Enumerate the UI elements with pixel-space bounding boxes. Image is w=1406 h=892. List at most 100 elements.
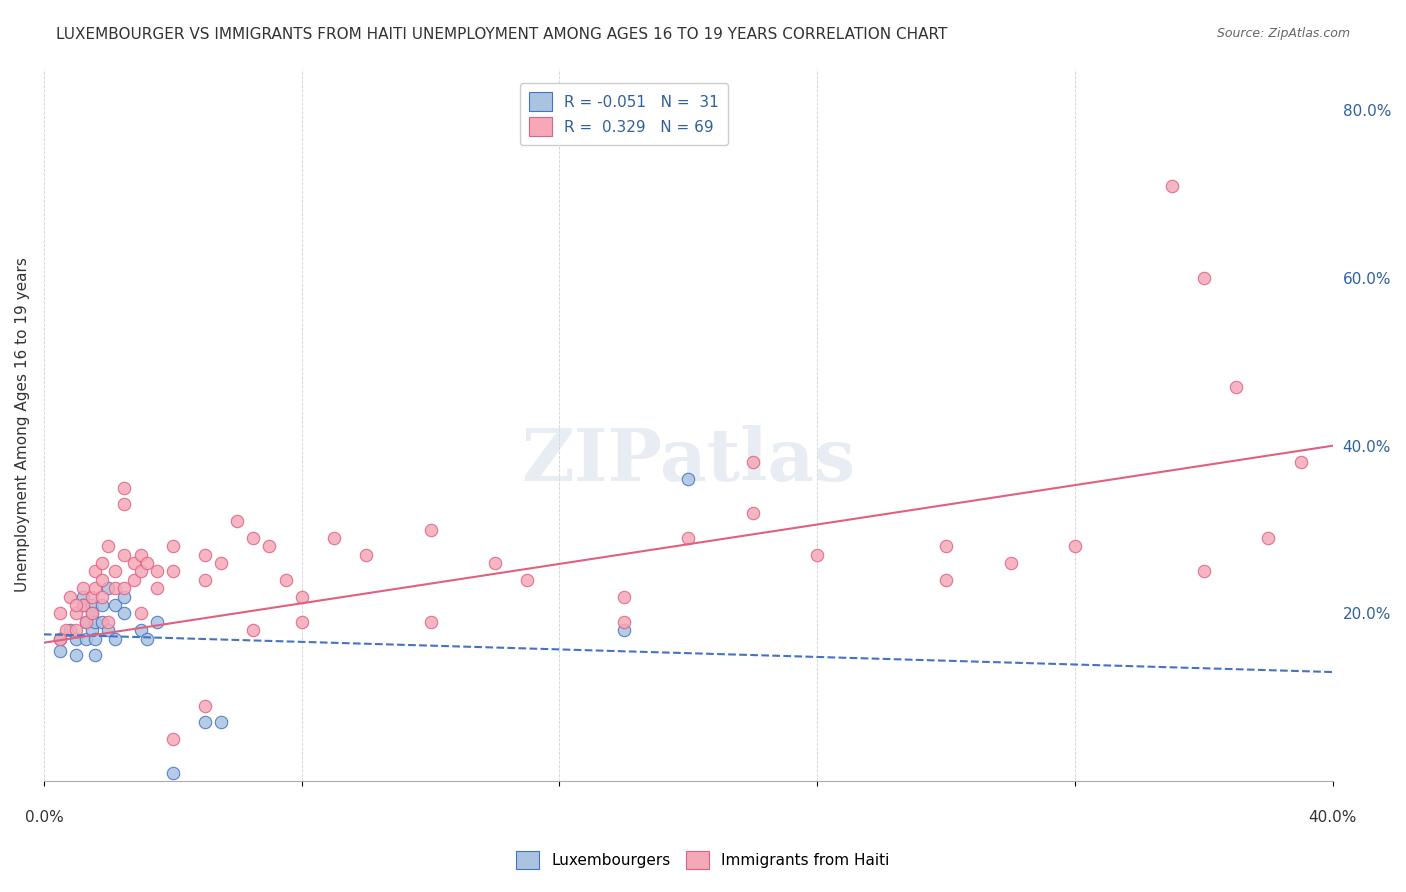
Point xyxy=(162,565,184,579)
Point xyxy=(114,581,136,595)
Point xyxy=(145,581,167,595)
Point xyxy=(741,506,763,520)
Point xyxy=(84,565,107,579)
Point xyxy=(65,607,87,621)
Point xyxy=(419,523,441,537)
Point xyxy=(104,565,127,579)
Legend: Luxembourgers, Immigrants from Haiti: Luxembourgers, Immigrants from Haiti xyxy=(510,845,896,875)
Point xyxy=(82,623,104,637)
Point xyxy=(613,623,636,637)
Point xyxy=(162,732,184,747)
Point xyxy=(678,472,700,486)
Point xyxy=(162,539,184,553)
Point xyxy=(1192,271,1215,285)
Point xyxy=(1257,531,1279,545)
Point xyxy=(82,598,104,612)
Point xyxy=(90,598,112,612)
Point xyxy=(49,644,72,658)
Point xyxy=(75,632,97,646)
Point xyxy=(82,607,104,621)
Point xyxy=(242,531,264,545)
Y-axis label: Unemployment Among Ages 16 to 19 years: Unemployment Among Ages 16 to 19 years xyxy=(15,257,30,592)
Text: ZIPatlas: ZIPatlas xyxy=(522,425,855,496)
Point xyxy=(90,590,112,604)
Point xyxy=(274,573,297,587)
Point xyxy=(194,715,217,730)
Point xyxy=(291,590,314,604)
Point xyxy=(90,556,112,570)
Point xyxy=(145,615,167,629)
Point xyxy=(1160,178,1182,193)
Point xyxy=(935,539,957,553)
Point xyxy=(194,698,217,713)
Point xyxy=(72,598,94,612)
Point xyxy=(97,539,120,553)
Point xyxy=(613,615,636,629)
Point xyxy=(291,615,314,629)
Point xyxy=(259,539,281,553)
Point xyxy=(104,598,127,612)
Point xyxy=(136,632,159,646)
Point xyxy=(194,548,217,562)
Point xyxy=(72,590,94,604)
Point xyxy=(1289,455,1312,469)
Point xyxy=(419,615,441,629)
Point xyxy=(129,565,152,579)
Point xyxy=(516,573,538,587)
Point xyxy=(65,632,87,646)
Point xyxy=(84,648,107,663)
Point xyxy=(122,556,145,570)
Point xyxy=(162,765,184,780)
Point xyxy=(97,615,120,629)
Point xyxy=(209,556,232,570)
Point xyxy=(114,548,136,562)
Point xyxy=(72,581,94,595)
Point xyxy=(59,623,82,637)
Point xyxy=(935,573,957,587)
Point xyxy=(129,623,152,637)
Point xyxy=(613,590,636,604)
Point xyxy=(97,623,120,637)
Point xyxy=(114,481,136,495)
Point xyxy=(1000,556,1022,570)
Point xyxy=(84,581,107,595)
Point xyxy=(1225,380,1247,394)
Point xyxy=(122,573,145,587)
Point xyxy=(72,598,94,612)
Point xyxy=(90,615,112,629)
Point xyxy=(194,573,217,587)
Point xyxy=(114,590,136,604)
Point xyxy=(114,607,136,621)
Point xyxy=(104,581,127,595)
Legend: R = -0.051   N =  31, R =  0.329   N = 69: R = -0.051 N = 31, R = 0.329 N = 69 xyxy=(520,83,728,145)
Point xyxy=(114,497,136,511)
Point xyxy=(129,607,152,621)
Point xyxy=(75,615,97,629)
Point xyxy=(678,531,700,545)
Point xyxy=(145,565,167,579)
Point xyxy=(129,548,152,562)
Point xyxy=(90,573,112,587)
Point xyxy=(136,556,159,570)
Point xyxy=(209,715,232,730)
Point xyxy=(354,548,377,562)
Point xyxy=(226,514,249,528)
Point xyxy=(322,531,344,545)
Point xyxy=(242,623,264,637)
Point xyxy=(806,548,828,562)
Point xyxy=(484,556,506,570)
Text: 40.0%: 40.0% xyxy=(1309,810,1357,824)
Point xyxy=(104,632,127,646)
Point xyxy=(97,581,120,595)
Point xyxy=(65,623,87,637)
Point xyxy=(49,607,72,621)
Point xyxy=(84,632,107,646)
Point xyxy=(65,648,87,663)
Point xyxy=(65,598,87,612)
Point xyxy=(741,455,763,469)
Point xyxy=(1064,539,1087,553)
Point xyxy=(1192,565,1215,579)
Point xyxy=(55,623,77,637)
Text: 0.0%: 0.0% xyxy=(24,810,63,824)
Point xyxy=(49,632,72,646)
